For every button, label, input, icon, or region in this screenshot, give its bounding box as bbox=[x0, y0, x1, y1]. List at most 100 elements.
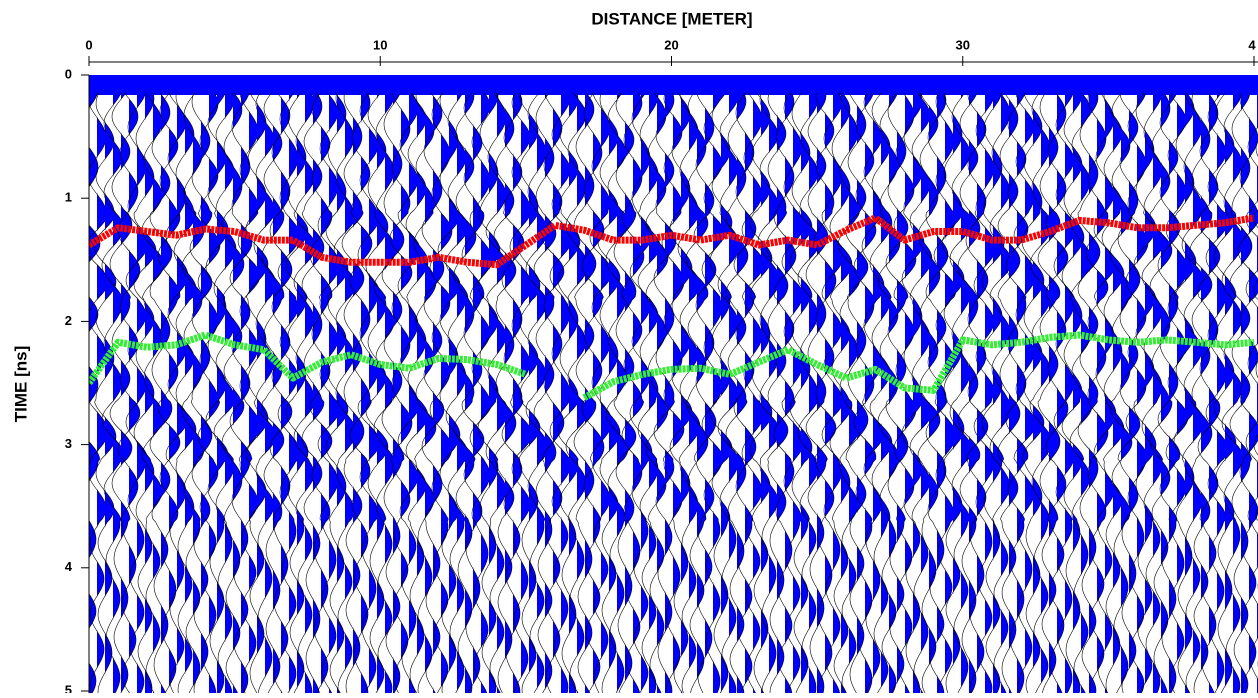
trace-fill bbox=[569, 93, 580, 693]
y-tick-label: 3 bbox=[65, 436, 72, 451]
x-tick-label: 0 bbox=[85, 37, 92, 52]
trace-fill bbox=[497, 93, 508, 693]
trace-fill bbox=[217, 93, 228, 693]
trace-wiggle bbox=[89, 92, 101, 693]
trace-wiggle bbox=[149, 92, 173, 693]
trace-wiggle bbox=[1029, 92, 1053, 693]
trace-wiggle bbox=[1245, 126, 1258, 680]
trace-fill bbox=[1057, 93, 1068, 693]
trace-wiggle bbox=[1085, 92, 1109, 693]
trace-fill bbox=[1177, 93, 1188, 693]
trace-wiggle bbox=[277, 92, 301, 693]
trace-wiggle bbox=[613, 92, 637, 693]
trace-wiggle bbox=[1101, 92, 1125, 693]
x-tick-label: 4 bbox=[1248, 37, 1256, 52]
trace-fill bbox=[1225, 93, 1236, 693]
trace-fill bbox=[1049, 93, 1060, 693]
trace-wiggle bbox=[1045, 92, 1069, 693]
trace-fill bbox=[537, 93, 548, 693]
trace-wiggle bbox=[309, 92, 333, 693]
trace-wiggle bbox=[941, 93, 965, 693]
y-tick-label: 4 bbox=[65, 559, 73, 574]
trace-wiggle bbox=[933, 92, 957, 693]
trace-wiggle bbox=[661, 92, 685, 693]
trace-fill bbox=[593, 93, 604, 693]
trace-wiggle bbox=[165, 92, 189, 693]
trace-wiggle bbox=[757, 92, 781, 693]
chart-title: DISTANCE [METER] bbox=[591, 9, 752, 28]
trace-fill bbox=[665, 93, 676, 693]
trace-wiggle bbox=[1197, 92, 1221, 693]
trace-fill bbox=[1145, 93, 1156, 693]
trace-fill bbox=[529, 93, 540, 693]
trace-fill bbox=[1081, 93, 1092, 693]
trace-wiggle bbox=[421, 92, 445, 693]
trace-wiggle bbox=[845, 92, 869, 693]
trace-wiggle bbox=[181, 92, 205, 693]
trace-fill bbox=[1065, 93, 1076, 693]
trace-wiggle bbox=[725, 92, 749, 693]
trace-wiggle bbox=[381, 92, 405, 693]
trace-wiggle bbox=[133, 92, 157, 693]
trace-wiggle bbox=[685, 92, 709, 693]
trace-fill bbox=[601, 93, 612, 693]
trace-wiggle bbox=[653, 92, 677, 693]
trace-wiggle bbox=[565, 92, 589, 693]
trace-wiggle bbox=[1141, 92, 1165, 693]
trace-fill bbox=[449, 93, 460, 693]
trace-wiggle bbox=[1189, 92, 1213, 693]
trace-fill bbox=[1009, 93, 1020, 693]
trace-wiggle bbox=[205, 92, 229, 693]
trace-fill bbox=[753, 93, 764, 693]
trace-wiggle bbox=[349, 92, 373, 693]
trace-wiggle bbox=[733, 92, 757, 693]
trace-fill bbox=[657, 93, 668, 693]
trace-fill bbox=[417, 93, 428, 693]
trace-wiggle bbox=[789, 92, 813, 693]
trace-wiggle bbox=[101, 92, 125, 693]
trace-wiggle bbox=[397, 92, 421, 693]
x-tick-label: 20 bbox=[664, 37, 678, 52]
trace-wiggle bbox=[525, 92, 549, 693]
trace-fill bbox=[161, 93, 172, 693]
trace-wiggle bbox=[429, 92, 453, 693]
trace-fill bbox=[1185, 93, 1196, 693]
trace-fill bbox=[257, 93, 268, 693]
x-tick-label: 10 bbox=[373, 37, 387, 52]
trace-wiggle bbox=[317, 92, 341, 693]
trace-fill bbox=[833, 93, 844, 693]
trace-wiggle bbox=[837, 92, 861, 693]
trace-fill bbox=[241, 93, 252, 693]
trace-wiggle bbox=[1149, 92, 1173, 693]
trace-wiggle bbox=[365, 92, 389, 693]
trace-wiggle bbox=[1157, 92, 1181, 693]
trace-wiggle bbox=[469, 92, 493, 693]
trace-wiggle bbox=[701, 92, 725, 693]
y-tick-label: 0 bbox=[65, 66, 72, 81]
trace-wiggle bbox=[981, 92, 1005, 693]
picks bbox=[89, 214, 1255, 401]
trace-fill bbox=[513, 93, 524, 693]
x-tick-label: 30 bbox=[956, 37, 970, 52]
trace-wiggle bbox=[869, 92, 893, 693]
trace-fill bbox=[801, 93, 812, 693]
pick-line bbox=[89, 214, 1255, 269]
trace-wiggle bbox=[389, 92, 413, 693]
trace-wiggle bbox=[453, 92, 477, 693]
trace-wiggle bbox=[957, 92, 981, 693]
trace-fill bbox=[857, 93, 868, 693]
y-tick-label: 1 bbox=[65, 190, 72, 205]
trace-wiggle bbox=[341, 92, 365, 693]
trace-wiggle bbox=[909, 92, 933, 693]
trace-fill bbox=[849, 93, 860, 693]
trace-wiggle bbox=[237, 92, 261, 693]
trace-fill bbox=[441, 93, 452, 693]
y-tick-label: 2 bbox=[65, 313, 72, 328]
trace-wiggle bbox=[645, 92, 669, 693]
trace-wiggle bbox=[229, 92, 253, 693]
trace-fill bbox=[1201, 93, 1212, 693]
trace-wiggle bbox=[853, 92, 877, 693]
trace-wiggle bbox=[501, 92, 525, 693]
